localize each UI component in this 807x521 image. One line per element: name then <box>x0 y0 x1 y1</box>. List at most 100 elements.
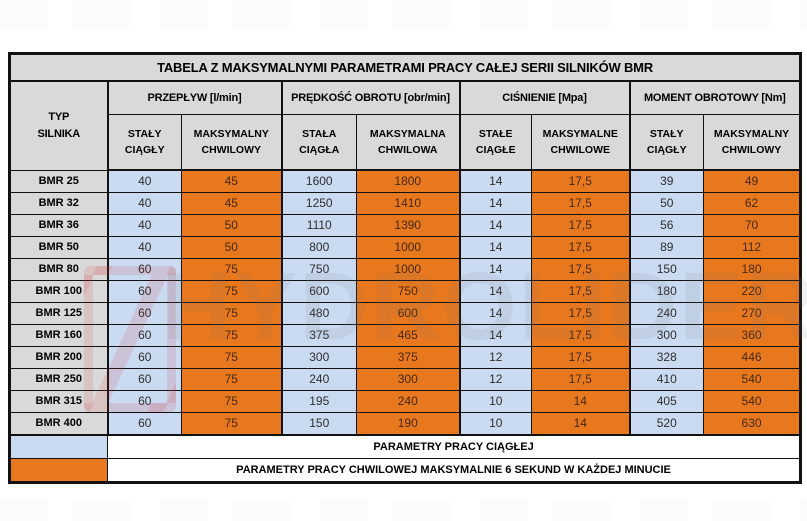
row-label: BMR 25 <box>9 169 108 193</box>
sub-header-line: STAŁA <box>302 127 337 140</box>
value-cell-momentary: 360 <box>702 323 802 347</box>
row-label: BMR 250 <box>9 367 108 391</box>
row-label: BMR 400 <box>9 411 108 435</box>
value-cell-momentary: 220 <box>702 279 802 303</box>
value-cell-continuous: 60 <box>106 323 182 347</box>
value-cell-continuous: 300 <box>628 323 704 347</box>
value-cell-momentary: 75 <box>181 279 282 303</box>
title-row: TABELA Z MAKSYMALNYMI PARAMETRAMI PRACY … <box>8 53 802 82</box>
row-label: BMR 160 <box>9 323 108 347</box>
value-cell-momentary: 1800 <box>356 169 460 193</box>
value-cell-continuous: 328 <box>628 345 704 369</box>
value-cell-momentary: 62 <box>702 191 802 215</box>
value-cell-momentary: 1000 <box>356 235 460 259</box>
corner-header-line1: TYP <box>48 111 70 124</box>
value-cell-momentary: 17,5 <box>531 257 630 281</box>
sub-header: MAKSYMALNY CHWILOWY <box>702 114 802 171</box>
sub-header-line: STAŁY <box>127 127 162 140</box>
value-cell-continuous: 1250 <box>280 191 357 215</box>
value-cell-continuous: 60 <box>106 279 182 303</box>
value-cell-continuous: 12 <box>458 367 532 391</box>
value-cell-momentary: 75 <box>181 389 282 413</box>
value-cell-continuous: 60 <box>106 257 182 281</box>
legend-row-continuous: PARAMETRY PRACY CIĄGŁEJ <box>9 433 802 459</box>
table-row: BMR 315 60 75 195 240 10 14 405 540 <box>9 389 802 413</box>
value-cell-continuous: 405 <box>628 389 704 413</box>
value-cell-continuous: 14 <box>458 235 532 259</box>
value-cell-momentary: 50 <box>181 213 282 237</box>
value-cell-continuous: 375 <box>280 323 357 347</box>
value-cell-continuous: 240 <box>628 301 704 325</box>
value-cell-momentary: 17,5 <box>531 323 630 347</box>
value-cell-continuous: 40 <box>106 213 182 237</box>
value-cell-continuous: 480 <box>280 301 357 325</box>
value-cell-continuous: 40 <box>106 169 182 193</box>
table-row: BMR 36 40 50 1110 1390 14 17,5 56 70 <box>9 213 802 237</box>
group-header-moment-obrotowy: MOMENT OBROTOWY [Nm] <box>628 80 802 115</box>
value-cell-momentary: 75 <box>181 345 282 369</box>
sub-header-line: STAŁY <box>649 127 684 140</box>
row-label: BMR 50 <box>9 235 108 259</box>
table-row: BMR 400 60 75 150 190 10 14 520 630 <box>9 411 802 435</box>
value-cell-continuous: 14 <box>458 301 532 325</box>
value-cell-momentary: 17,5 <box>531 213 630 237</box>
value-cell-continuous: 60 <box>106 345 182 369</box>
table-row: BMR 250 60 75 240 300 12 17,5 410 540 <box>9 367 802 391</box>
sub-header-line: STAŁE <box>478 127 513 140</box>
sub-header: STAŁE CIĄGŁE <box>458 114 532 171</box>
value-cell-momentary: 75 <box>181 411 282 435</box>
row-label: BMR 125 <box>9 301 108 325</box>
sub-header: STAŁY CIĄGŁY <box>106 114 182 171</box>
value-cell-momentary: 375 <box>356 345 460 369</box>
row-label: BMR 200 <box>9 345 108 369</box>
value-cell-momentary: 1390 <box>356 213 460 237</box>
sub-header: MAKSYMALNE CHWILOWE <box>531 114 630 171</box>
value-cell-momentary: 465 <box>356 323 460 347</box>
corner-header-line2: SILNIKA <box>37 127 81 140</box>
value-cell-continuous: 89 <box>628 235 704 259</box>
scan-ghost-strip-bottom <box>0 499 807 521</box>
value-cell-momentary: 75 <box>181 301 282 325</box>
group-header-predkosc-obrotu: PRĘDKOŚĆ OBROTU [obr/min] <box>280 80 460 115</box>
sub-header-line: MAKSYMALNY <box>713 127 790 140</box>
sub-header: STAŁY CIĄGŁY <box>628 114 704 171</box>
value-cell-momentary: 17,5 <box>531 235 630 259</box>
sub-header-line: CIĄGŁE <box>475 144 516 156</box>
value-cell-continuous: 150 <box>280 411 357 435</box>
value-cell-continuous: 195 <box>280 389 357 413</box>
legend-label-continuous: PARAMETRY PRACY CIĄGŁEJ <box>106 433 802 459</box>
value-cell-continuous: 14 <box>458 279 532 303</box>
value-cell-momentary: 1000 <box>356 257 460 281</box>
value-cell-continuous: 600 <box>280 279 357 303</box>
legend-swatch-continuous <box>9 433 108 459</box>
legend-swatch-momentary <box>9 457 108 483</box>
row-label: BMR 315 <box>9 389 108 413</box>
table-row: BMR 32 40 45 1250 1410 14 17,5 50 62 <box>9 191 802 215</box>
value-cell-momentary: 270 <box>702 301 802 325</box>
value-cell-continuous: 14 <box>458 257 532 281</box>
value-cell-continuous: 14 <box>458 213 532 237</box>
table-row: BMR 25 40 45 1600 1800 14 17,5 39 49 <box>9 169 802 193</box>
table-title: TABELA Z MAKSYMALNYMI PARAMETRAMI PRACY … <box>8 53 802 82</box>
value-cell-continuous: 60 <box>106 301 182 325</box>
table-row: BMR 50 40 50 800 1000 14 17,5 89 112 <box>9 235 802 259</box>
value-cell-momentary: 300 <box>356 367 460 391</box>
value-cell-continuous: 56 <box>628 213 704 237</box>
value-cell-momentary: 49 <box>702 169 802 193</box>
value-cell-momentary: 190 <box>356 411 460 435</box>
value-cell-momentary: 540 <box>702 389 802 413</box>
value-cell-momentary: 630 <box>702 411 802 435</box>
value-cell-continuous: 39 <box>628 169 704 193</box>
value-cell-continuous: 14 <box>458 169 532 193</box>
value-cell-momentary: 17,5 <box>531 301 630 325</box>
value-cell-continuous: 240 <box>280 367 357 391</box>
table-row: BMR 125 60 75 480 600 14 17,5 240 270 <box>9 301 802 325</box>
value-cell-momentary: 45 <box>181 191 282 215</box>
row-label: BMR 80 <box>9 257 108 281</box>
value-cell-continuous: 1600 <box>280 169 357 193</box>
value-cell-continuous: 12 <box>458 345 532 369</box>
row-label: BMR 32 <box>9 191 108 215</box>
sub-header-line: CIĄGŁA <box>299 144 340 156</box>
value-cell-momentary: 750 <box>356 279 460 303</box>
